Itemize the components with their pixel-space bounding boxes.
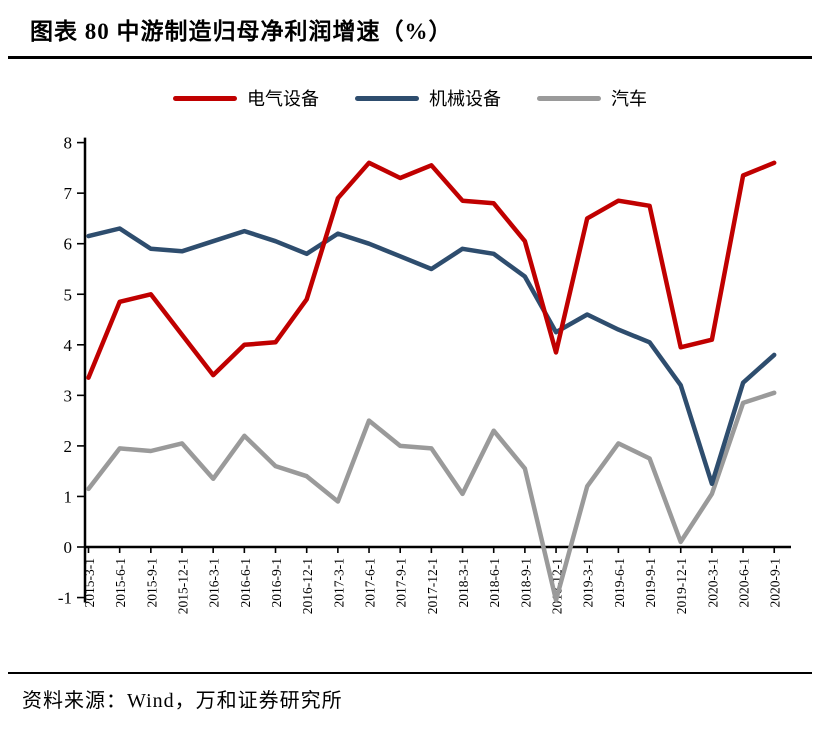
- x-tick-label: 2020-6-1: [737, 558, 752, 608]
- x-tick-label: 2017-12-1: [425, 558, 440, 614]
- y-tick-label: -1: [58, 589, 72, 608]
- y-tick-label: 6: [64, 235, 73, 254]
- legend-item-auto: 汽车: [537, 85, 647, 111]
- legend-item-machinery: 机械设备: [355, 85, 501, 111]
- x-tick-label: 2020-3-1: [705, 558, 720, 608]
- x-tick-label: 2017-9-1: [394, 558, 409, 608]
- legend-line-swatch-auto: [537, 95, 601, 101]
- x-tick-label: 2018-9-1: [518, 558, 533, 608]
- chart-header: 图表 80 中游制造归母净利润增速（%）: [8, 0, 812, 59]
- y-tick-label: 3: [64, 386, 73, 405]
- y-tick-label: 0: [64, 538, 73, 557]
- data-source-note: 资料来源：Wind，万和证券研究所: [22, 690, 343, 712]
- x-tick-label: 2018-3-1: [456, 558, 471, 608]
- chart-legend: 电气设备 机械设备 汽车: [0, 85, 820, 111]
- x-tick-label: 2019-3-1: [581, 558, 596, 608]
- x-tick-label: 2020-9-1: [768, 558, 783, 608]
- series-line-机械设备: [86, 226, 777, 487]
- x-tick-label: 2017-3-1: [331, 558, 346, 608]
- x-tick-label: 2016-9-1: [269, 558, 284, 608]
- x-tick-label: 2018-6-1: [487, 558, 502, 608]
- y-tick-label: 1: [64, 487, 73, 506]
- chart-title: 图表 80 中游制造归母净利润增速（%）: [30, 19, 453, 44]
- y-tick-label: 2: [64, 437, 73, 456]
- legend-line-swatch-machinery: [355, 95, 419, 101]
- y-tick-label: 7: [64, 184, 73, 203]
- legend-label: 汽车: [611, 89, 647, 109]
- x-tick-label: 2015-12-1: [176, 558, 191, 614]
- x-tick-label: 2018-12-1: [550, 558, 565, 614]
- x-tick-label: 2019-9-1: [643, 558, 658, 608]
- y-tick-label: 5: [64, 285, 73, 304]
- series-line-电气设备: [86, 160, 777, 380]
- chart-area: -1 0 1 2 3 4 5 6 7 8 2015-3-1 2015-6-1 2015-9-1 2015-…: [0, 113, 820, 658]
- legend-label: 机械设备: [429, 89, 501, 109]
- series-line-汽车: [86, 390, 777, 603]
- x-tick-label: 2016-6-1: [238, 558, 253, 608]
- legend-item-electrical: 电气设备: [173, 85, 319, 111]
- y-tick-label: 8: [64, 134, 73, 153]
- y-tick-label: 4: [64, 336, 73, 355]
- x-tick-label: 2016-3-1: [207, 558, 222, 608]
- x-tick-label: 2015-3-1: [82, 558, 97, 608]
- x-tick-label: 2019-12-1: [674, 558, 689, 614]
- x-tick-label: 2015-9-1: [144, 558, 159, 608]
- legend-label: 电气设备: [247, 89, 319, 109]
- x-tick-label: 2019-6-1: [612, 558, 627, 608]
- x-tick-label: 2017-6-1: [363, 558, 378, 608]
- x-tick-label: 2016-12-1: [300, 558, 315, 614]
- footer-divider: [8, 672, 812, 674]
- legend-line-swatch-electrical: [173, 95, 237, 101]
- line-chart-canvas: -1 0 1 2 3 4 5 6 7 8 2015-3-1 2015-6-1 2015-9-1 2015-…: [58, 134, 791, 614]
- x-tick-label: 2015-6-1: [113, 558, 128, 608]
